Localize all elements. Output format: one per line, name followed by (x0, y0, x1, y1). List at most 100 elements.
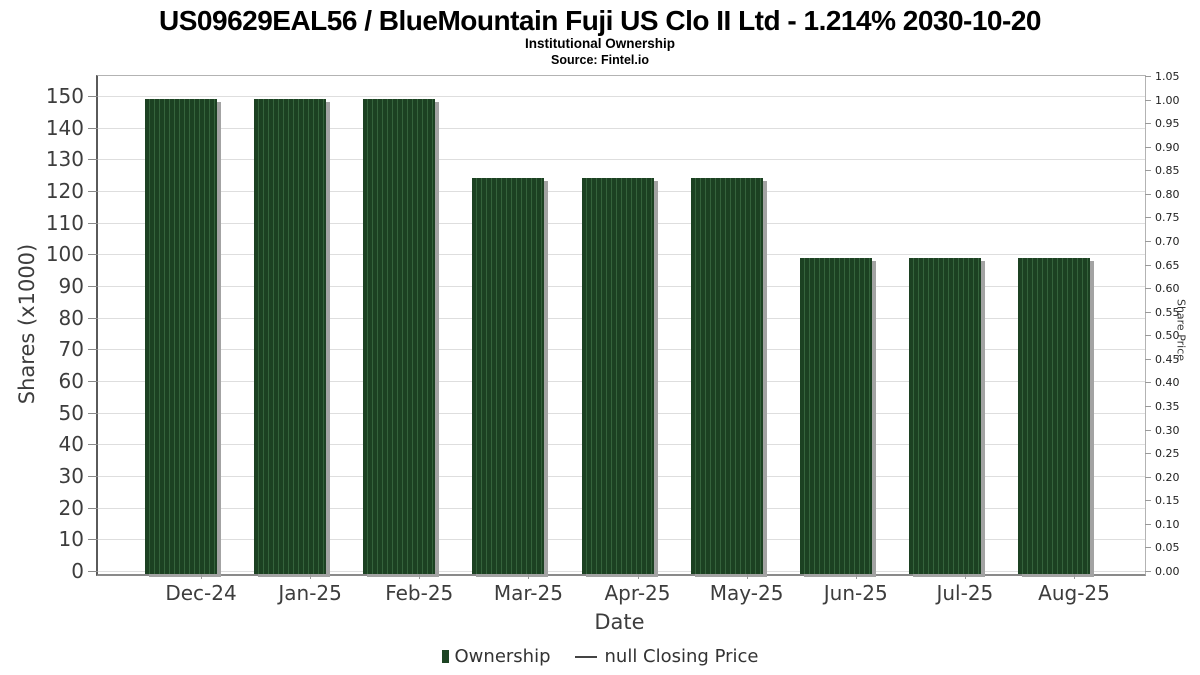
bar-dec-24 (145, 99, 217, 574)
y-axis-tick-right (1145, 547, 1151, 549)
x-axis-title: Date (594, 610, 645, 634)
y-axis-tick-label-right: 0.85 (1155, 164, 1180, 178)
y-axis-tick-label-left: 70 (58, 337, 84, 362)
chart-legend: Ownership null Closing Price (0, 646, 1200, 667)
y-axis-tick-right (1145, 193, 1151, 195)
x-axis-tick-label: Feb-25 (385, 581, 454, 605)
y-axis-tick-label-right: 0.20 (1155, 470, 1180, 484)
y-axis-tick-right (1145, 217, 1151, 219)
y-axis-tick-right (1145, 335, 1151, 337)
y-axis-tick-label-right: 0.70 (1155, 235, 1180, 248)
y-axis-tick-left (88, 349, 98, 351)
y-axis-tick-label-right: 0.80 (1155, 187, 1180, 201)
y-axis-tick-label-left: 90 (58, 274, 84, 298)
x-axis-tick-label: Jul-25 (936, 581, 994, 605)
y-axis-tick-label-right: 0.40 (1155, 376, 1180, 390)
x-axis-tick-label: Jan-25 (278, 581, 342, 605)
y-axis-tick-left (88, 191, 98, 192)
y-axis-tick-left (88, 222, 98, 224)
y-axis-tick-left (88, 571, 98, 572)
y-axis-tick-right (1145, 358, 1151, 360)
y-axis-tick-right (1145, 429, 1151, 431)
bar-jun-25 (799, 257, 872, 574)
y-axis-tick-right (1145, 76, 1151, 77)
x-axis-tick (201, 574, 202, 579)
y-axis-tick-label-right: 0.90 (1155, 140, 1180, 154)
x-axis-tick-label: Mar-25 (493, 581, 563, 605)
y-axis-tick-label-right: 1.05 (1155, 70, 1180, 83)
y-axis-tick-right (1145, 146, 1151, 148)
y-axis-tick-label-right: 0.25 (1155, 447, 1180, 461)
y-axis-tick-left (88, 127, 98, 129)
y-axis-tick-right (1145, 123, 1151, 125)
y-axis-tick-label-right: 1.00 (1155, 93, 1180, 107)
y-axis-tick-right (1145, 476, 1151, 478)
y-axis-tick-label-left: 140 (45, 115, 84, 140)
y-axis-tick-label-right: 0.75 (1155, 211, 1180, 225)
chart-subtitle: Institutional Ownership (524, 36, 675, 51)
x-axis-tick (419, 574, 421, 579)
y-axis-tick-right (1145, 99, 1151, 101)
y-axis-tick-right (1145, 264, 1151, 266)
y-axis-tick-label-left: 20 (58, 495, 84, 520)
chart-source: Source: Fintel.io (551, 53, 649, 67)
x-axis-tick (528, 574, 530, 579)
bar-aug-25 (1018, 257, 1090, 574)
x-axis-tick (746, 574, 748, 579)
y-axis-tick-right (1145, 523, 1151, 525)
y-axis-tick-right (1145, 500, 1151, 502)
y-axis-tick-label-right: 0.35 (1155, 400, 1180, 413)
legend-label-closing-price: null Closing Price (604, 646, 759, 667)
y-axis-tick-label-left: 50 (58, 400, 84, 425)
y-axis-tick-left (88, 381, 98, 382)
x-axis-tick-label: May-25 (709, 581, 784, 605)
y-axis-tick-right (1145, 241, 1151, 242)
y-axis-tick-left (88, 507, 98, 509)
y-axis-tick-label-left: 110 (45, 210, 84, 235)
x-axis-tick-label: Dec-24 (165, 581, 237, 605)
y-axis-tick-left (88, 159, 98, 161)
y-axis-tick-label-right: 0.95 (1155, 117, 1180, 131)
bar-mar-25 (472, 178, 545, 574)
ownership-legend-swatch-icon (441, 650, 449, 663)
y-axis-tick-label-right: 0.50 (1155, 329, 1180, 343)
x-axis-tick (855, 574, 857, 579)
y-axis-tick-left (88, 539, 98, 541)
y-axis-tick-label-left: 30 (58, 464, 84, 488)
y-axis-tick-label-left: 100 (45, 242, 84, 267)
y-axis-tick-right (1145, 288, 1151, 290)
y-axis-tick-label-right: 0.15 (1155, 494, 1180, 508)
x-axis-tick-label: Aug-25 (1038, 581, 1110, 605)
x-axis-tick (964, 574, 966, 579)
gridline (98, 96, 1145, 97)
y-axis-title-left: Shares (x1000) (15, 243, 39, 405)
y-axis-tick-label-right: 0.00 (1155, 565, 1180, 578)
y-axis-tick-label-right: 0.30 (1155, 423, 1180, 437)
y-axis-tick-left (88, 317, 98, 319)
y-axis-tick-label-left: 120 (45, 179, 84, 203)
y-axis-tick-label-left: 150 (45, 84, 84, 108)
y-axis-tick-label-left: 60 (58, 369, 84, 393)
y-axis-tick-label-left: 80 (58, 305, 84, 330)
gridline (98, 159, 1145, 161)
x-axis-tick (637, 574, 639, 579)
y-axis-tick-left (88, 444, 98, 446)
y-axis-tick-right (1145, 453, 1151, 455)
y-axis-tick-label-right: 0.55 (1155, 305, 1180, 319)
y-axis-tick-left (88, 476, 98, 477)
y-axis-tick-label-right: 0.65 (1155, 258, 1180, 272)
y-axis-tick-label-left: 10 (58, 527, 84, 552)
y-axis-tick-left (88, 96, 98, 97)
y-axis-tick-right (1145, 311, 1151, 313)
y-axis-tick-label-left: 130 (45, 147, 84, 172)
bar-jan-25 (254, 99, 327, 574)
bar-jul-25 (908, 257, 981, 574)
y-axis-tick-label-right: 0.10 (1155, 517, 1180, 531)
x-axis-tick-label: Apr-25 (604, 581, 671, 605)
chart-title: US09629EAL56 / BlueMountain Fuji US Clo … (159, 5, 1041, 36)
x-axis-tick-label: Jun-25 (823, 581, 888, 605)
x-axis-tick (1074, 574, 1075, 579)
y-axis-tick-label-right: 0.45 (1155, 352, 1180, 366)
closing-price-legend-line-icon (574, 655, 597, 658)
